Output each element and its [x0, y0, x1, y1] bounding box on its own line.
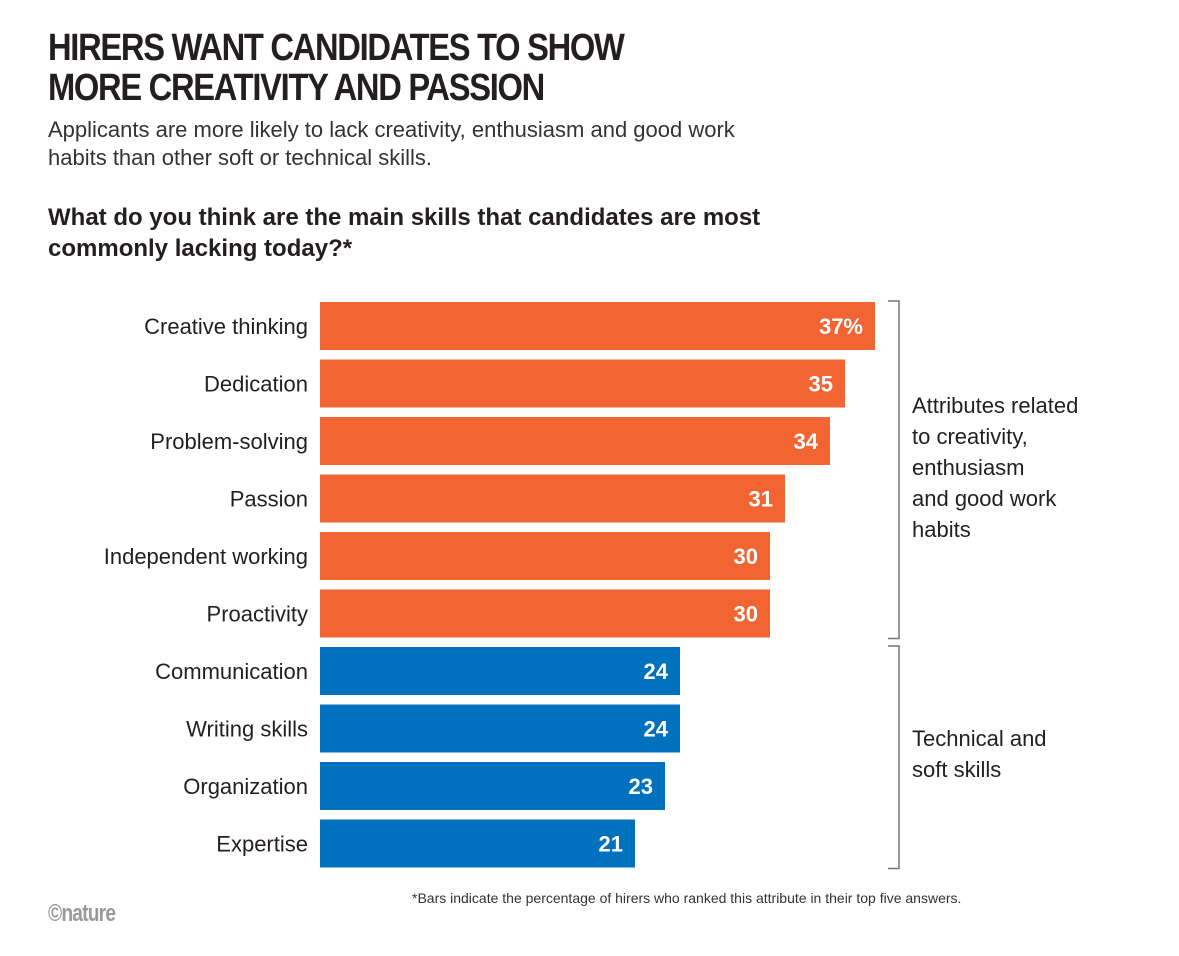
category-label: Passion	[230, 487, 308, 512]
category-label: Dedication	[204, 372, 308, 397]
category-label: Independent working	[104, 544, 308, 569]
bar	[320, 704, 680, 753]
group-label-creativity: Attributes related to creativity, enthusia…	[912, 390, 1172, 545]
group-label-line: and good work	[912, 486, 1057, 511]
value-label: 30	[734, 544, 758, 569]
category-label: Communication	[155, 659, 308, 684]
category-label: Proactivity	[207, 602, 308, 627]
chart-subtitle: Applicants are more likely to lack creat…	[48, 117, 735, 170]
bar	[320, 532, 770, 580]
group-bracket	[888, 645, 900, 870]
group-label-line: Attributes related	[912, 393, 1079, 418]
group-label-line: soft skills	[912, 757, 1002, 782]
bar	[320, 359, 845, 408]
footnote: *Bars indicate the percentage of hirers …	[412, 890, 962, 906]
category-label: Organization	[183, 774, 308, 799]
bar	[320, 474, 785, 523]
category-label: Problem-solving	[150, 429, 308, 454]
group-bracket	[888, 300, 900, 640]
value-label: 37%	[819, 314, 863, 339]
nature-logo: ©nature	[48, 900, 116, 927]
chart-title: HIRERS WANT CANDIDATES TO SHOW MORE CREA…	[48, 28, 702, 108]
value-label: 24	[644, 717, 669, 742]
bar	[320, 417, 830, 465]
bar	[320, 589, 770, 638]
category-label: Writing skills	[186, 717, 308, 742]
value-label: 34	[794, 429, 819, 454]
bar	[320, 762, 665, 810]
group-label-line: Technical and	[912, 726, 1047, 751]
value-label: 21	[599, 832, 623, 857]
category-label: Creative thinking	[144, 314, 308, 339]
group-label-line: habits	[912, 517, 971, 542]
value-label: 35	[809, 372, 833, 397]
bar	[320, 647, 680, 695]
value-label: 30	[734, 602, 758, 627]
title-line-2: MORE CREATIVITY AND PASSION	[48, 67, 545, 109]
group-label-line: enthusiasm	[912, 455, 1025, 480]
bar	[320, 819, 635, 868]
group-label-technical: Technical and soft skills	[912, 723, 1172, 785]
value-label: 24	[644, 659, 669, 684]
category-label: Expertise	[216, 832, 308, 857]
value-label: 23	[629, 774, 653, 799]
title-line-1: HIRERS WANT CANDIDATES TO SHOW	[48, 27, 625, 69]
bar	[320, 302, 875, 350]
value-label: 31	[749, 487, 773, 512]
group-label-line: to creativity,	[912, 424, 1028, 449]
chart-question: What do you think are the main skills th…	[48, 204, 761, 262]
